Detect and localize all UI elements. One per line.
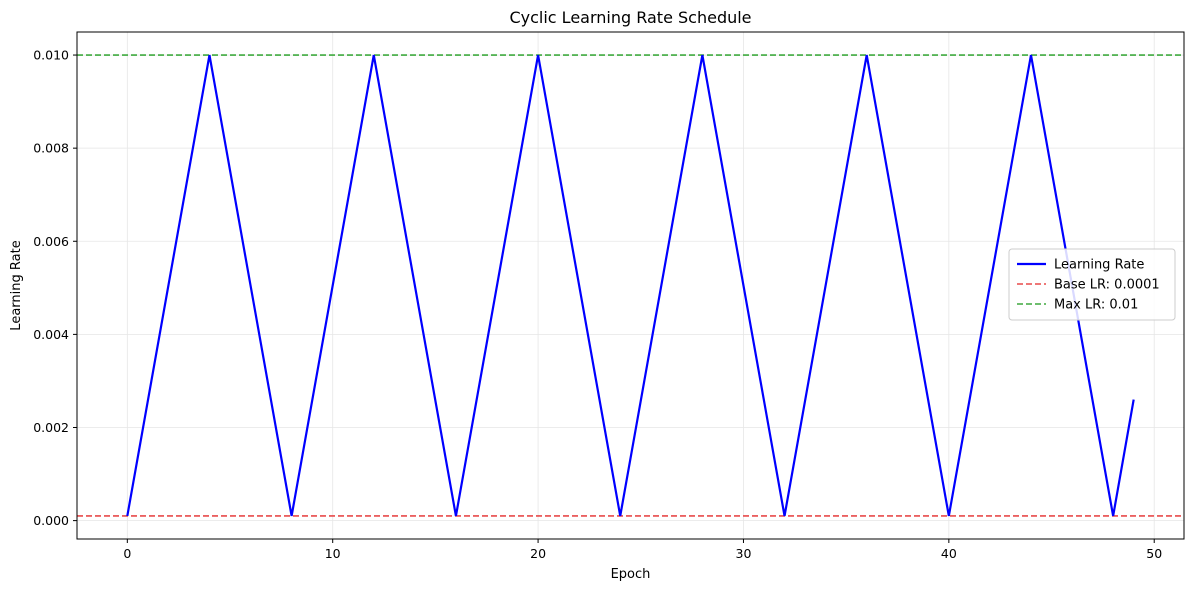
ticks: 0 10 20 30 40 50 0.000 0.002 0.004 0.006 0.008 0.01… bbox=[33, 48, 1162, 561]
y-tick-label: 0.008 bbox=[33, 141, 69, 156]
x-tick-label: 30 bbox=[736, 546, 752, 561]
plot-frame bbox=[76, 31, 1185, 540]
x-axis-label: Epoch bbox=[611, 567, 651, 582]
x-tick-label: 40 bbox=[941, 546, 957, 561]
legend-label: Learning Rate bbox=[1054, 258, 1144, 273]
y-tick-label: 0.002 bbox=[33, 420, 69, 435]
y-tick-label: 0.000 bbox=[33, 513, 69, 528]
legend-label: Base LR: 0.0001 bbox=[1054, 278, 1160, 293]
x-tick-label: 0 bbox=[123, 546, 131, 561]
series-line bbox=[126, 54, 1135, 517]
plot-lines bbox=[77, 54, 1184, 517]
legend: Learning Rate Base LR: 0.0001 Max LR: 0.01 bbox=[1008, 248, 1176, 321]
chart-title: Cyclic Learning Rate Schedule bbox=[509, 8, 751, 27]
legend-box bbox=[1008, 248, 1176, 321]
y-tick-label: 0.006 bbox=[33, 234, 69, 249]
x-tick-label: 10 bbox=[325, 546, 341, 561]
y-axis-label: Learning Rate bbox=[9, 240, 24, 330]
grid bbox=[77, 32, 1184, 539]
legend-label: Max LR: 0.01 bbox=[1054, 298, 1138, 313]
x-tick-label: 20 bbox=[530, 546, 546, 561]
y-tick-label: 0.004 bbox=[33, 327, 69, 342]
x-tick-label: 50 bbox=[1146, 546, 1162, 561]
y-tick-label: 0.010 bbox=[33, 48, 69, 63]
